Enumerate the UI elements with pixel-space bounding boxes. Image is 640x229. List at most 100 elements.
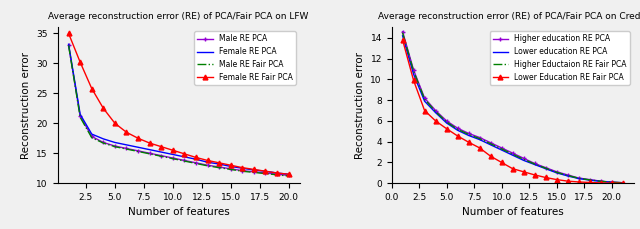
Lower Education RE Fair PCA bbox=[487, 155, 495, 158]
Lower Education RE Fair PCA bbox=[432, 120, 440, 122]
Higher education RE PCA bbox=[399, 30, 406, 33]
Male RE Fair PCA bbox=[111, 145, 119, 148]
Female RE Fair PCA bbox=[76, 61, 84, 64]
Lower education RE PCA bbox=[487, 143, 495, 146]
Legend: Higher education RE PCA, Lower education RE PCA, Higher Eductaion RE Fair PCA, L: Higher education RE PCA, Lower education… bbox=[490, 31, 630, 85]
Female RE Fair PCA bbox=[250, 168, 258, 171]
Higher education RE PCA bbox=[575, 177, 582, 179]
Higher Eductaion RE Fair PCA bbox=[608, 181, 616, 184]
Male RE PCA bbox=[215, 166, 223, 168]
Line: Male RE PCA: Male RE PCA bbox=[66, 43, 291, 178]
Male RE Fair PCA bbox=[76, 116, 84, 119]
Female RE PCA bbox=[76, 113, 84, 116]
Higher Eductaion RE Fair PCA bbox=[498, 147, 506, 150]
Male RE Fair PCA bbox=[65, 44, 72, 47]
Higher education RE PCA bbox=[608, 181, 616, 183]
Female RE PCA bbox=[134, 146, 142, 149]
Higher education RE PCA bbox=[454, 127, 461, 130]
Y-axis label: Reconstruction error: Reconstruction error bbox=[355, 52, 365, 159]
Higher Eductaion RE Fair PCA bbox=[509, 153, 516, 155]
Higher Eductaion RE Fair PCA bbox=[465, 133, 472, 136]
Female RE Fair PCA bbox=[204, 159, 211, 162]
Female RE Fair PCA bbox=[180, 153, 188, 155]
Male RE Fair PCA bbox=[239, 170, 246, 173]
Male RE PCA bbox=[99, 141, 107, 144]
Lower education RE PCA bbox=[608, 181, 616, 184]
Male RE Fair PCA bbox=[99, 142, 107, 144]
Lower education RE PCA bbox=[520, 159, 527, 162]
Lower education RE PCA bbox=[420, 100, 428, 103]
Female RE PCA bbox=[180, 155, 188, 158]
Female RE Fair PCA bbox=[215, 161, 223, 164]
Female RE Fair PCA bbox=[285, 173, 292, 176]
Male RE Fair PCA bbox=[134, 150, 142, 153]
Higher education RE PCA bbox=[432, 109, 440, 112]
Line: Higher education RE PCA: Higher education RE PCA bbox=[400, 29, 625, 185]
Higher Eductaion RE Fair PCA bbox=[596, 180, 604, 183]
Male RE PCA bbox=[262, 172, 269, 174]
Female RE Fair PCA bbox=[65, 32, 72, 35]
Title: Average reconstruction error (RE) of PCA/Fair PCA on Credit: Average reconstruction error (RE) of PCA… bbox=[378, 12, 640, 21]
Higher Eductaion RE Fair PCA bbox=[454, 128, 461, 131]
Lower education RE PCA bbox=[410, 73, 417, 76]
Lower Education RE Fair PCA bbox=[498, 161, 506, 164]
Male RE PCA bbox=[250, 170, 258, 173]
Higher education RE PCA bbox=[487, 141, 495, 144]
Line: Male RE Fair PCA: Male RE Fair PCA bbox=[68, 45, 289, 176]
Male RE PCA bbox=[227, 167, 234, 170]
Higher education RE PCA bbox=[596, 180, 604, 183]
Higher education RE PCA bbox=[509, 152, 516, 155]
Male RE PCA bbox=[239, 169, 246, 172]
Lower education RE PCA bbox=[541, 167, 549, 170]
Female RE PCA bbox=[146, 148, 154, 151]
Lower education RE PCA bbox=[399, 34, 406, 37]
Higher Eductaion RE Fair PCA bbox=[586, 178, 593, 181]
Lower Education RE Fair PCA bbox=[509, 167, 516, 170]
Female RE PCA bbox=[157, 151, 165, 153]
Lower Education RE Fair PCA bbox=[531, 174, 538, 176]
Higher education RE PCA bbox=[541, 166, 549, 169]
Higher education RE PCA bbox=[531, 162, 538, 165]
Legend: Male RE PCA, Female RE PCA, Male RE Fair PCA, Female RE Fair PCA: Male RE PCA, Female RE PCA, Male RE Fair… bbox=[195, 31, 296, 85]
Female RE PCA bbox=[204, 161, 211, 164]
Male RE Fair PCA bbox=[250, 171, 258, 174]
Higher education RE PCA bbox=[564, 174, 572, 176]
Lower Education RE Fair PCA bbox=[575, 181, 582, 183]
Female RE Fair PCA bbox=[169, 149, 177, 152]
Female RE PCA bbox=[88, 133, 95, 136]
Higher education RE PCA bbox=[476, 136, 483, 139]
Female RE Fair PCA bbox=[88, 87, 95, 90]
Line: Female RE PCA: Female RE PCA bbox=[68, 44, 289, 174]
Lower Education RE Fair PCA bbox=[443, 127, 451, 130]
Lower Education RE Fair PCA bbox=[399, 38, 406, 41]
Lower education RE PCA bbox=[454, 129, 461, 132]
Lower education RE PCA bbox=[586, 179, 593, 181]
Male RE PCA bbox=[111, 145, 119, 147]
Higher education RE PCA bbox=[586, 178, 593, 181]
Higher Eductaion RE Fair PCA bbox=[399, 31, 406, 34]
Higher education RE PCA bbox=[410, 69, 417, 71]
Higher Eductaion RE Fair PCA bbox=[443, 121, 451, 123]
Higher education RE PCA bbox=[420, 97, 428, 99]
Female RE Fair PCA bbox=[227, 164, 234, 167]
Female RE PCA bbox=[273, 172, 281, 174]
Lower Education RE Fair PCA bbox=[541, 176, 549, 179]
Higher Eductaion RE Fair PCA bbox=[564, 174, 572, 177]
Female RE PCA bbox=[123, 144, 131, 146]
Higher Eductaion RE Fair PCA bbox=[541, 167, 549, 169]
Higher education RE PCA bbox=[553, 170, 561, 173]
Male RE Fair PCA bbox=[157, 155, 165, 158]
Lower Education RE Fair PCA bbox=[553, 178, 561, 181]
Higher Eductaion RE Fair PCA bbox=[410, 70, 417, 72]
Lower Education RE Fair PCA bbox=[586, 181, 593, 184]
Male RE PCA bbox=[285, 174, 292, 177]
Female RE PCA bbox=[215, 163, 223, 165]
Male RE PCA bbox=[88, 135, 95, 138]
Lower Education RE Fair PCA bbox=[596, 182, 604, 184]
Lower education RE PCA bbox=[432, 111, 440, 114]
Female RE Fair PCA bbox=[192, 156, 200, 159]
Male RE PCA bbox=[192, 161, 200, 164]
Higher Eductaion RE Fair PCA bbox=[553, 171, 561, 174]
Higher Eductaion RE Fair PCA bbox=[476, 137, 483, 140]
Female RE Fair PCA bbox=[134, 137, 142, 140]
